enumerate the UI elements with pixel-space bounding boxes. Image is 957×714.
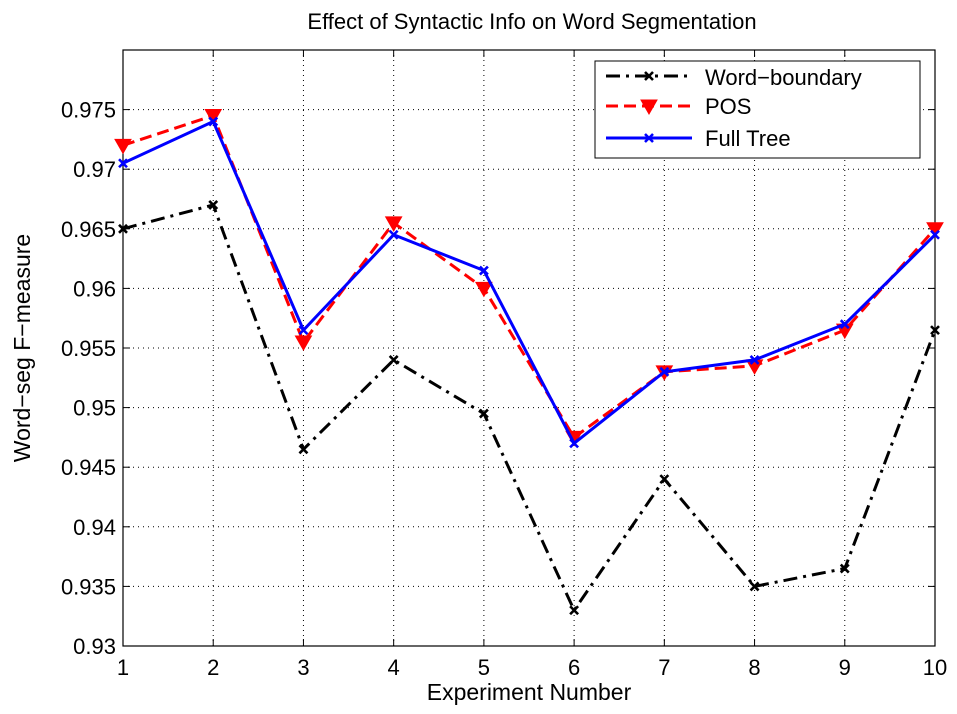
y-tick-label: 0.955	[61, 336, 116, 361]
series-group	[114, 109, 944, 616]
y-tick-label: 0.96	[73, 276, 116, 301]
y-tick-label: 0.97	[73, 157, 116, 182]
x-tick-label: 5	[478, 655, 490, 680]
data-point-full-tree	[659, 366, 670, 377]
x-axis-label: Experiment Number	[427, 679, 632, 705]
data-point-word-boundary	[388, 355, 399, 365]
x-tick-label: 1	[117, 655, 129, 680]
data-point-pos	[926, 222, 944, 238]
data-point-pos	[204, 109, 223, 125]
marker-stroke	[749, 581, 760, 592]
data-point-full-tree	[298, 325, 309, 336]
x-tick-label: 4	[388, 655, 400, 680]
data-point-word-boundary	[118, 223, 128, 234]
series-full-tree	[118, 116, 940, 449]
legend-label-pos: POS	[705, 94, 751, 119]
y-tick-label: 0.975	[61, 98, 116, 123]
legend-marker-word-boundary	[644, 71, 654, 81]
marker-stroke	[930, 325, 940, 336]
data-point-full-tree	[930, 229, 940, 240]
y-axis-label: Word−seg F−measure	[9, 234, 35, 462]
data-point-word-boundary	[839, 563, 850, 574]
data-point-full-tree	[569, 438, 580, 449]
series-line-pos	[122, 114, 937, 439]
data-point-full-tree	[839, 319, 850, 330]
chart-title: Effect of Syntactic Info on Word Segment…	[307, 9, 756, 34]
y-tick-label: 0.945	[61, 455, 116, 480]
data-point-pos	[114, 138, 132, 155]
marker-stroke	[659, 474, 670, 485]
data-point-word-boundary	[298, 444, 309, 455]
series-pos	[114, 109, 944, 447]
marker-stroke	[208, 116, 219, 127]
axis-ticks: 1 2 3 4 5 6 7 8 9 10 0.93 0.935 0.94 0.945 0.95 0.955 0.…	[61, 50, 947, 680]
y-tick-label: 0.965	[61, 217, 116, 242]
marker-stroke	[208, 200, 219, 210]
data-point-pos	[294, 335, 313, 352]
data-point-word-boundary	[749, 581, 760, 592]
x-tick-label: 8	[748, 655, 760, 680]
data-point-word-boundary	[569, 605, 580, 616]
marker-stroke	[839, 319, 850, 330]
marker-stroke	[749, 355, 760, 365]
x-tick-label: 7	[658, 655, 670, 680]
marker-stroke	[644, 71, 654, 81]
marker-stroke	[839, 563, 850, 574]
data-point-full-tree	[208, 116, 219, 127]
series-line-full-tree	[122, 120, 937, 445]
data-point-pos	[475, 281, 493, 298]
marker-stroke	[659, 366, 670, 377]
marker-stroke	[118, 223, 128, 234]
marker-stroke	[118, 158, 128, 169]
x-tick-label: 2	[207, 655, 219, 680]
legend-marker-pos	[640, 99, 658, 116]
marker-stroke	[298, 444, 309, 455]
x-tick-label: 3	[297, 655, 309, 680]
data-point-word-boundary	[659, 474, 670, 485]
x-tick-label: 10	[923, 655, 947, 680]
data-point-pos	[384, 216, 403, 232]
y-tick-label: 0.95	[73, 396, 116, 421]
legend-marker-full-tree	[644, 133, 654, 143]
legend: Word−boundary POS Full Tree	[594, 60, 921, 159]
series-word-boundary	[118, 200, 940, 616]
data-point-word-boundary	[930, 325, 940, 336]
data-point-word-boundary	[478, 408, 489, 419]
data-point-full-tree	[749, 355, 760, 365]
marker-stroke	[388, 229, 399, 240]
y-tick-label: 0.935	[61, 574, 116, 599]
x-tick-label: 6	[568, 655, 580, 680]
data-point-word-boundary	[208, 200, 219, 210]
marker-stroke	[569, 605, 580, 616]
data-point-full-tree	[388, 229, 399, 240]
marker-stroke	[569, 438, 580, 449]
legend-label-word-boundary: Word−boundary	[705, 65, 862, 90]
data-point-full-tree	[118, 158, 128, 169]
marker-stroke	[930, 229, 940, 240]
x-tick-label: 9	[839, 655, 851, 680]
marker-stroke	[298, 325, 309, 336]
series-line-word-boundary	[122, 203, 937, 612]
legend-label-full-tree: Full Tree	[705, 126, 791, 151]
marker-stroke	[478, 265, 489, 276]
data-point-full-tree	[478, 265, 489, 276]
y-tick-label: 0.93	[73, 634, 116, 659]
marker-stroke	[388, 355, 399, 365]
marker-stroke	[478, 408, 489, 419]
marker-stroke	[644, 133, 654, 143]
y-tick-label: 0.94	[73, 515, 116, 540]
